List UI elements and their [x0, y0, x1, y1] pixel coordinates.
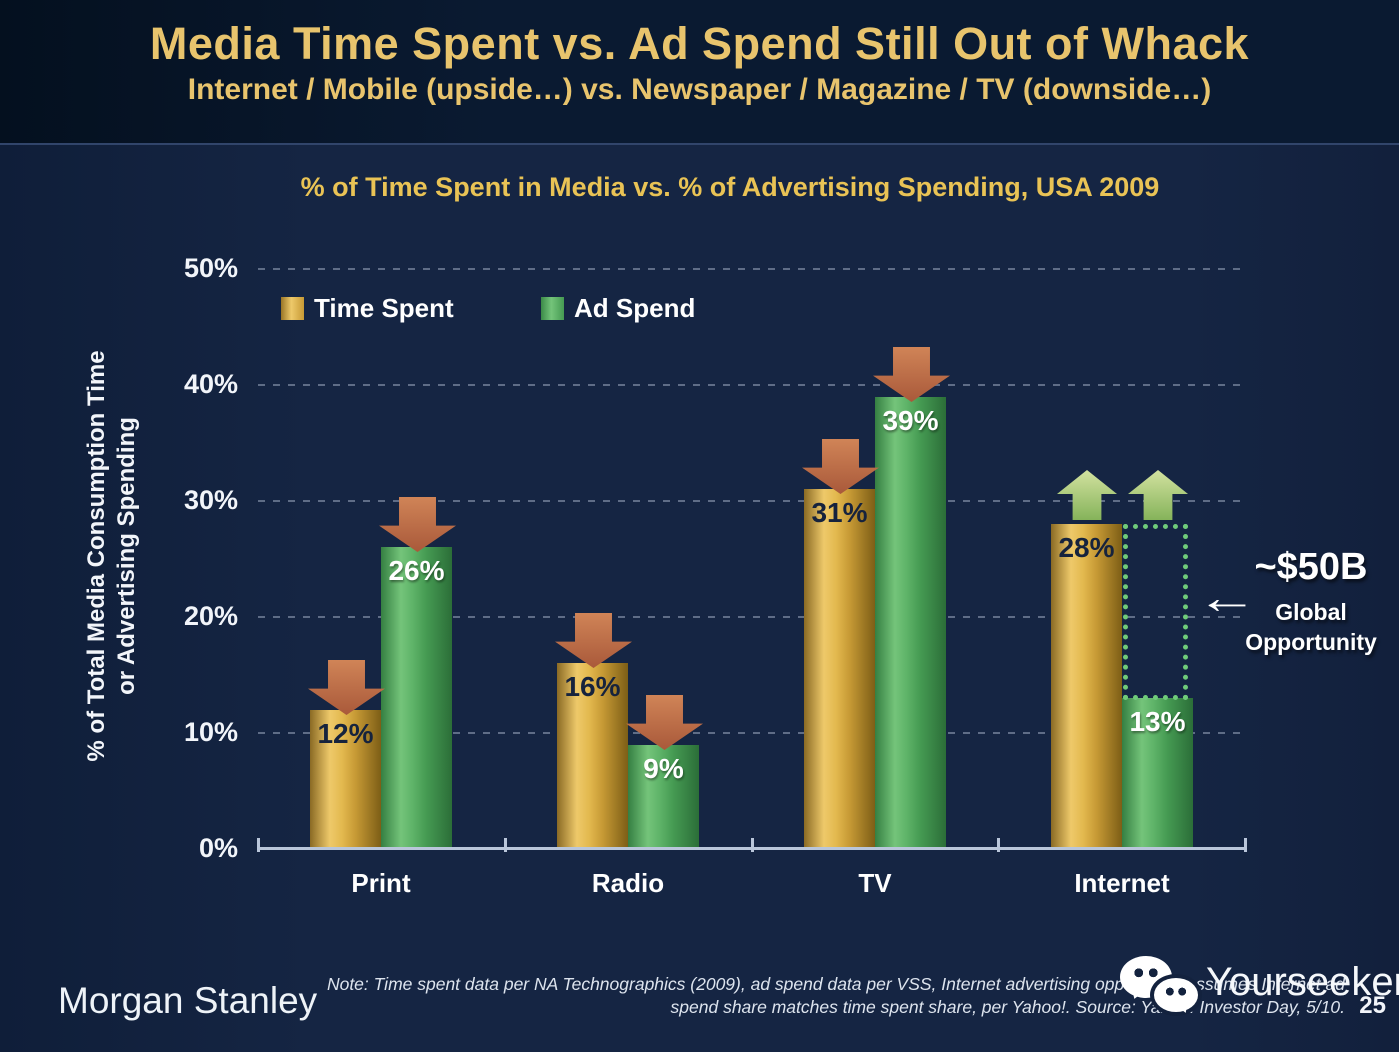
bar-value-label: 13% — [1129, 706, 1186, 737]
y-tick-label: 0% — [198, 833, 238, 863]
y-tick-label: 30% — [183, 485, 238, 515]
bar-ad-spend-tv — [875, 397, 946, 849]
wechat-icon — [1116, 952, 1202, 1012]
bar-ad-spend-radio — [628, 745, 699, 849]
bar-value-label: 12% — [317, 718, 374, 749]
legend-label-ad-spend: Ad Spend — [574, 292, 696, 323]
watermark: Yourseeker — [1116, 952, 1399, 1012]
axis-tick — [751, 838, 754, 852]
trend-down-arrow — [379, 497, 456, 552]
category-label: TV — [858, 868, 892, 898]
left-arrow-icon: ← — [1196, 571, 1259, 623]
gridline — [258, 500, 1245, 502]
gridline — [258, 616, 1245, 618]
category-label: Internet — [1074, 868, 1170, 898]
trend-up-arrow — [1128, 470, 1188, 520]
bar-time-spent-print — [310, 710, 381, 849]
trend-up-arrow — [1057, 470, 1117, 520]
trend-down-arrow — [308, 660, 385, 715]
y-axis-title-line2: or Advertising Spending — [113, 417, 140, 695]
bar-time-spent-internet — [1051, 524, 1122, 849]
axis-tick — [1244, 838, 1247, 852]
y-tick-label: 10% — [183, 717, 238, 747]
bar-ad-spend-internet — [1122, 698, 1193, 849]
gridline — [258, 732, 1245, 734]
legend-item-time-spent: Time Spent — [281, 292, 454, 323]
watermark-text: Yourseeker — [1206, 960, 1399, 1004]
bar-value-label: 16% — [564, 671, 621, 702]
legend-item-ad-spend: Ad Spend — [541, 292, 696, 323]
bar-value-label: 9% — [643, 753, 684, 784]
bar-time-spent-radio — [557, 663, 628, 849]
opportunity-annotation: ~$50B Global Opportunity — [1225, 546, 1397, 657]
category-label: Radio — [591, 868, 665, 898]
page-number: 25 — [1359, 992, 1386, 1019]
gridline — [258, 268, 1245, 270]
time-spent-swatch-icon — [281, 296, 304, 320]
gridline — [258, 384, 1245, 386]
opportunity-amount: ~$50B — [1254, 546, 1368, 588]
morgan-stanley-logo: Morgan Stanley — [58, 980, 318, 1021]
axis-tick — [997, 838, 1000, 852]
wechat-bubble-small — [1154, 978, 1198, 1012]
ad-spend-swatch-icon — [541, 296, 564, 320]
category-label: Print — [351, 868, 411, 898]
bar-time-spent-tv — [804, 489, 875, 849]
trend-down-arrow — [802, 439, 879, 494]
bar-value-label: 26% — [388, 555, 445, 586]
slide-title: Media Time Spent vs. Ad Spend Still Out … — [149, 18, 1250, 69]
title-band: Media Time Spent vs. Ad Spend Still Out … — [0, 0, 1399, 145]
trend-down-arrow — [555, 613, 632, 668]
bar-value-label: 39% — [882, 405, 939, 436]
trend-down-arrow — [873, 347, 950, 402]
note-line-1: Note: Time spent data per NA Technograph… — [326, 974, 1345, 994]
opportunity-dotted-box — [1123, 524, 1188, 700]
y-tick-label: 50% — [183, 253, 238, 283]
y-axis-title: % of Total Media Consumption Time or Adv… — [82, 276, 142, 836]
chart-title: % of Time Spent in Media vs. % of Advert… — [300, 172, 1160, 202]
bar-ad-spend-print — [381, 547, 452, 849]
y-tick-label: 20% — [183, 601, 238, 631]
legend-label-time-spent: Time Spent — [314, 292, 454, 323]
opportunity-label: Global Opportunity — [1245, 599, 1377, 655]
bar-value-label: 28% — [1058, 532, 1115, 563]
y-tick-label: 40% — [183, 369, 238, 399]
bar-value-label: 31% — [811, 497, 868, 528]
slide-subtitle: Internet / Mobile (upside…) vs. Newspape… — [187, 73, 1212, 106]
y-axis-title-line1: % of Total Media Consumption Time — [83, 350, 110, 762]
trend-down-arrow — [626, 695, 703, 750]
axis-tick — [504, 838, 507, 852]
axis-tick — [257, 838, 260, 852]
